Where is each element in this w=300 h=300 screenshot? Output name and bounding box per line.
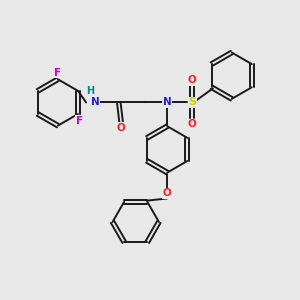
Text: O: O (188, 119, 197, 129)
Text: N: N (163, 98, 172, 107)
Text: O: O (188, 76, 197, 85)
Text: F: F (76, 116, 83, 126)
Text: N: N (91, 97, 99, 107)
Text: O: O (117, 123, 125, 133)
Text: F: F (54, 68, 61, 78)
Text: S: S (188, 98, 196, 107)
Text: O: O (163, 188, 172, 198)
Text: H: H (86, 86, 94, 96)
